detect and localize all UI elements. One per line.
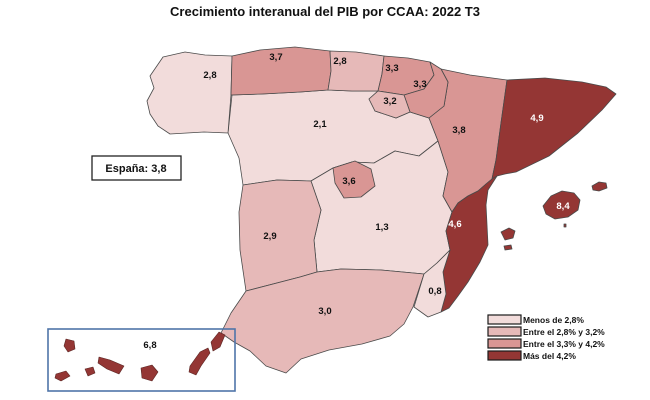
- region-la-rioja: [368, 90, 411, 119]
- label-cataluna: 4,9: [530, 113, 543, 124]
- legend-label-1: Menos de 2,8%: [523, 315, 584, 325]
- island-mallorca: [542, 190, 581, 220]
- island-cabrera: [563, 223, 567, 228]
- region-navarra: [403, 61, 449, 119]
- island-tenerife: [97, 356, 125, 375]
- label-baleares: 8,4: [556, 201, 570, 212]
- legend-swatch-2: [487, 326, 522, 337]
- legend-label-4: Más del 4,2%: [523, 351, 576, 361]
- label-castilla-la-mancha: 1,3: [375, 222, 388, 233]
- national-value-box: España: 3,8: [91, 155, 182, 181]
- island-la-palma: [63, 338, 76, 353]
- label-la-rioja: 3,2: [383, 96, 396, 107]
- legend-label-3: Entre el 3,3% y 4,2%: [523, 339, 605, 349]
- label-murcia: 0,8: [428, 286, 441, 297]
- region-murcia: [413, 249, 451, 318]
- label-navarra: 3,3: [413, 79, 426, 90]
- region-andalucia: [220, 268, 425, 374]
- label-galicia: 2,8: [203, 70, 216, 81]
- canarias-inset: [47, 328, 236, 392]
- national-value-box-border: [91, 155, 182, 181]
- region-madrid: [332, 160, 376, 199]
- national-value-label: España: 3,8: [105, 163, 166, 175]
- legend: Menos de 2,8% Entre el 2,8% y 3,2% Entre…: [487, 314, 605, 361]
- island-fuerteventura: [188, 347, 211, 376]
- island-el-hierro: [54, 370, 71, 382]
- canarias-inset-box: [47, 328, 236, 392]
- island-menorca: [591, 181, 608, 192]
- legend-label-2: Entre el 2,8% y 3,2%: [523, 327, 605, 337]
- island-formentera: [503, 244, 513, 251]
- island-ibiza: [500, 227, 516, 241]
- region-galicia: [146, 51, 233, 135]
- region-value-labels: 2,8 3,7 2,8 3,3 3,3 3,2 3,8 4,9 2,1 3,6 …: [143, 52, 570, 351]
- region-shapes: [146, 46, 617, 374]
- label-asturias: 3,7: [269, 52, 282, 63]
- label-extremadura: 2,9: [263, 231, 276, 242]
- legend-swatch-3: [487, 338, 522, 349]
- label-madrid: 3,6: [342, 176, 355, 187]
- label-cantabria: 2,8: [333, 56, 346, 67]
- label-castilla-y-leon: 2,1: [313, 119, 327, 130]
- baleares-islands: [500, 181, 608, 251]
- island-lanzarote: [210, 331, 226, 352]
- label-aragon: 3,8: [452, 125, 465, 136]
- label-pais-vasco: 3,3: [385, 63, 398, 74]
- chart-title: Crecimiento interanual del PIB por CCAA:…: [170, 4, 480, 19]
- legend-swatch-1: [487, 314, 522, 325]
- label-valencia: 4,6: [448, 219, 461, 230]
- region-cataluna: [491, 77, 617, 180]
- legend-swatch-4: [487, 350, 522, 361]
- label-andalucia: 3,0: [318, 306, 331, 317]
- island-la-gomera: [84, 366, 96, 377]
- label-canarias: 6,8: [143, 340, 156, 351]
- island-gran-canaria: [140, 364, 159, 382]
